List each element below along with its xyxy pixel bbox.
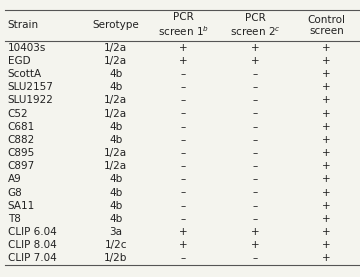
Text: +: + xyxy=(322,109,331,119)
Text: ScottA: ScottA xyxy=(8,69,42,79)
Text: –: – xyxy=(181,161,186,171)
Text: +: + xyxy=(322,253,331,263)
Text: +: + xyxy=(322,56,331,66)
Text: +: + xyxy=(251,43,259,53)
Text: +: + xyxy=(322,188,331,198)
Text: +: + xyxy=(322,82,331,92)
Text: –: – xyxy=(181,174,186,184)
Text: A9: A9 xyxy=(8,174,22,184)
Text: –: – xyxy=(181,148,186,158)
Text: –: – xyxy=(252,95,258,105)
Text: +: + xyxy=(322,122,331,132)
Text: 1/2c: 1/2c xyxy=(104,240,127,250)
Text: 3a: 3a xyxy=(109,227,122,237)
Text: CLIP 7.04: CLIP 7.04 xyxy=(8,253,57,263)
Text: 4b: 4b xyxy=(109,122,122,132)
Text: –: – xyxy=(252,174,258,184)
Text: 4b: 4b xyxy=(109,174,122,184)
Text: 1/2a: 1/2a xyxy=(104,95,127,105)
Text: C897: C897 xyxy=(8,161,35,171)
Text: +: + xyxy=(322,161,331,171)
Text: –: – xyxy=(181,95,186,105)
Text: +: + xyxy=(322,148,331,158)
Text: +: + xyxy=(179,227,188,237)
Text: –: – xyxy=(181,109,186,119)
Text: +: + xyxy=(179,43,188,53)
Text: 1/2b: 1/2b xyxy=(104,253,127,263)
Text: 1/2a: 1/2a xyxy=(104,56,127,66)
Text: CLIP 8.04: CLIP 8.04 xyxy=(8,240,57,250)
Text: C681: C681 xyxy=(8,122,35,132)
Text: 4b: 4b xyxy=(109,69,122,79)
Text: –: – xyxy=(181,214,186,224)
Text: –: – xyxy=(252,69,258,79)
Text: SLU2157: SLU2157 xyxy=(8,82,54,92)
Text: PCR
screen 2$^c$: PCR screen 2$^c$ xyxy=(230,13,280,38)
Text: 1/2a: 1/2a xyxy=(104,161,127,171)
Text: –: – xyxy=(181,253,186,263)
Text: Serotype: Serotype xyxy=(92,20,139,30)
Text: +: + xyxy=(251,56,259,66)
Text: SLU1922: SLU1922 xyxy=(8,95,54,105)
Text: C895: C895 xyxy=(8,148,35,158)
Text: +: + xyxy=(322,174,331,184)
Text: +: + xyxy=(322,227,331,237)
Text: –: – xyxy=(252,122,258,132)
Text: 4b: 4b xyxy=(109,188,122,198)
Text: EGD: EGD xyxy=(8,56,31,66)
Text: 1/2a: 1/2a xyxy=(104,148,127,158)
Text: +: + xyxy=(179,240,188,250)
Text: 10403s: 10403s xyxy=(8,43,46,53)
Text: CLIP 6.04: CLIP 6.04 xyxy=(8,227,57,237)
Text: G8: G8 xyxy=(8,188,23,198)
Text: Control
screen: Control screen xyxy=(307,15,346,36)
Text: +: + xyxy=(322,135,331,145)
Text: C52: C52 xyxy=(8,109,28,119)
Text: T8: T8 xyxy=(8,214,21,224)
Text: +: + xyxy=(322,43,331,53)
Text: –: – xyxy=(181,122,186,132)
Text: 4b: 4b xyxy=(109,135,122,145)
Text: –: – xyxy=(252,82,258,92)
Text: –: – xyxy=(252,161,258,171)
Text: +: + xyxy=(251,240,259,250)
Text: +: + xyxy=(251,227,259,237)
Text: +: + xyxy=(322,95,331,105)
Text: –: – xyxy=(252,214,258,224)
Text: –: – xyxy=(181,69,186,79)
Text: +: + xyxy=(322,69,331,79)
Text: +: + xyxy=(322,214,331,224)
Text: –: – xyxy=(181,188,186,198)
Text: –: – xyxy=(252,188,258,198)
Text: 4b: 4b xyxy=(109,201,122,211)
Text: –: – xyxy=(252,148,258,158)
Text: –: – xyxy=(252,201,258,211)
Text: PCR
screen 1$^b$: PCR screen 1$^b$ xyxy=(158,12,209,39)
Text: –: – xyxy=(181,82,186,92)
Text: 1/2a: 1/2a xyxy=(104,109,127,119)
Text: 4b: 4b xyxy=(109,82,122,92)
Text: C882: C882 xyxy=(8,135,35,145)
Text: +: + xyxy=(322,240,331,250)
Text: –: – xyxy=(252,135,258,145)
Text: –: – xyxy=(181,135,186,145)
Text: –: – xyxy=(252,253,258,263)
Text: 1/2a: 1/2a xyxy=(104,43,127,53)
Text: SA11: SA11 xyxy=(8,201,35,211)
Text: 4b: 4b xyxy=(109,214,122,224)
Text: –: – xyxy=(181,201,186,211)
Text: +: + xyxy=(179,56,188,66)
Text: Strain: Strain xyxy=(8,20,39,30)
Text: –: – xyxy=(252,109,258,119)
Text: +: + xyxy=(322,201,331,211)
